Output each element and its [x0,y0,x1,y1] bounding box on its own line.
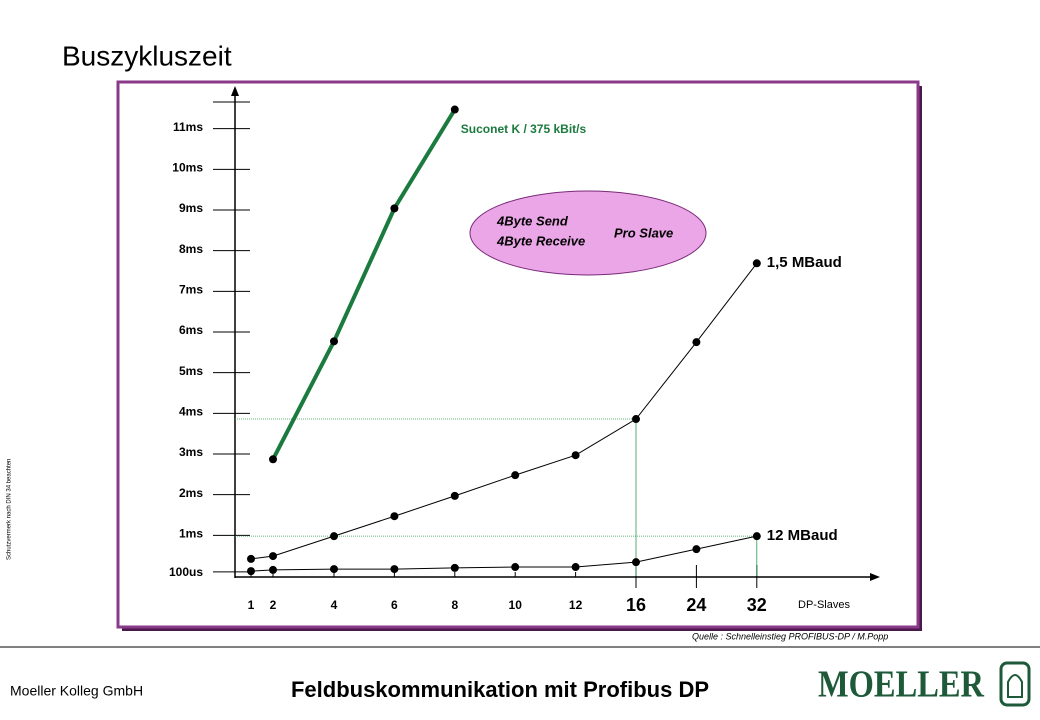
data-point [752,532,761,541]
annotation-ellipse [469,190,707,276]
side-note: Schutzvermerk nach DIN 34 beachten [7,459,13,560]
data-point [247,567,255,576]
logo-bell [1007,674,1023,698]
y-tick-label: 9ms [179,201,203,215]
series-label: Suconet K / 375 kBit/s [461,122,587,136]
y-tick-label: 10ms [172,161,203,175]
y-tick-label: 6ms [179,323,203,337]
x-tick-label: 12 [569,598,583,612]
x-tick-label: 16 [626,595,646,615]
logo-icon [999,661,1031,707]
series-line [271,108,457,461]
annotation-line: 4Byte Receive [496,233,585,248]
series-label: 1,5 MBaud [767,254,842,271]
y-tick-label: 3ms [179,445,203,459]
series-label: 12 MBaud [767,527,838,544]
slide-title: Buszykluszeit [62,40,232,71]
data-point [450,105,459,114]
x-tick-label: 4 [331,598,338,612]
data-point [571,563,580,572]
y-tick-label: 5ms [179,364,203,378]
data-point [752,259,761,268]
y-axis-arrow [231,86,239,96]
x-axis-arrow [870,573,880,581]
data-point [692,545,701,554]
x-tick-label: 10 [509,598,523,612]
data-point [330,565,338,574]
data-point [450,491,459,500]
x-tick-label: 2 [270,598,277,612]
data-point [269,552,277,561]
y-tick-label: 1ms [179,527,203,541]
data-point [511,471,520,480]
series-line [250,535,757,572]
data-point [450,563,459,572]
x-tick-label: 8 [451,598,458,612]
data-point [269,565,277,574]
data-point [330,532,338,541]
footer-title: Feldbuskommunikation mit Profibus DP [291,677,709,702]
data-point [330,337,338,346]
data-point [692,338,701,347]
data-point [390,512,399,521]
chart-frame [116,80,920,629]
y-tick-label: 100us [169,565,203,579]
footer-company: Moeller Kolleg GmbH [10,683,143,699]
data-point [247,554,255,563]
y-tick-label: 4ms [179,405,203,419]
data-point [632,415,640,424]
y-tick-label: 2ms [179,486,203,500]
annotation-note: Pro Slave [614,225,673,240]
data-point [390,565,399,574]
series-line [250,262,758,560]
x-tick-label: 1 [248,598,255,612]
x-tick-label: 24 [686,595,706,615]
data-point [390,204,399,213]
x-tick-label: 32 [747,595,767,615]
y-tick-label: 8ms [179,242,203,256]
data-point [269,455,277,464]
x-tick-label: 6 [391,598,398,612]
data-point [571,451,580,460]
logo-text: MOELLER [818,664,984,706]
y-tick-label: 11ms [173,120,203,134]
annotation-line: 4Byte Send [496,213,569,228]
data-point [511,563,520,572]
x-axis-label: DP-Slaves [798,599,850,611]
y-tick-label: 7ms [179,283,203,297]
data-point [632,558,640,567]
source-note: Quelle : Schnelleinstieg PROFIBUS-DP / M… [692,631,888,641]
